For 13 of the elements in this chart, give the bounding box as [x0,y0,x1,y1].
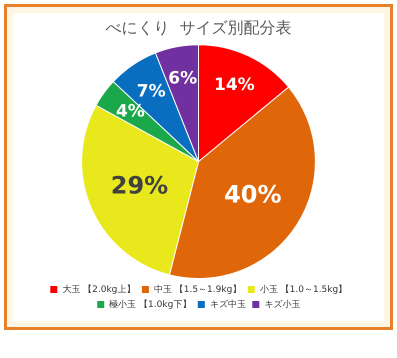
data-label: 4% [116,102,145,122]
data-label: 6% [168,68,198,88]
chart-title: べにくり サイズ別配分表 [105,18,292,37]
data-label: 14% [214,74,255,95]
legend-label: 小玉 【1.0～1.5kg】 [260,284,348,295]
legend-label: キズ小玉 [264,298,300,310]
legend-label: 中玉 【1.5～1.9kg】 [154,284,242,295]
legend-label: 大玉 【2.0kg上】 [62,284,136,295]
data-label: 40% [224,180,282,208]
legend-label: 極小玉 【1.0kg下】 [109,298,192,310]
data-label: 7% [136,81,166,102]
legend-label: キズ中玉 [210,298,246,310]
data-label: 29% [110,171,168,200]
